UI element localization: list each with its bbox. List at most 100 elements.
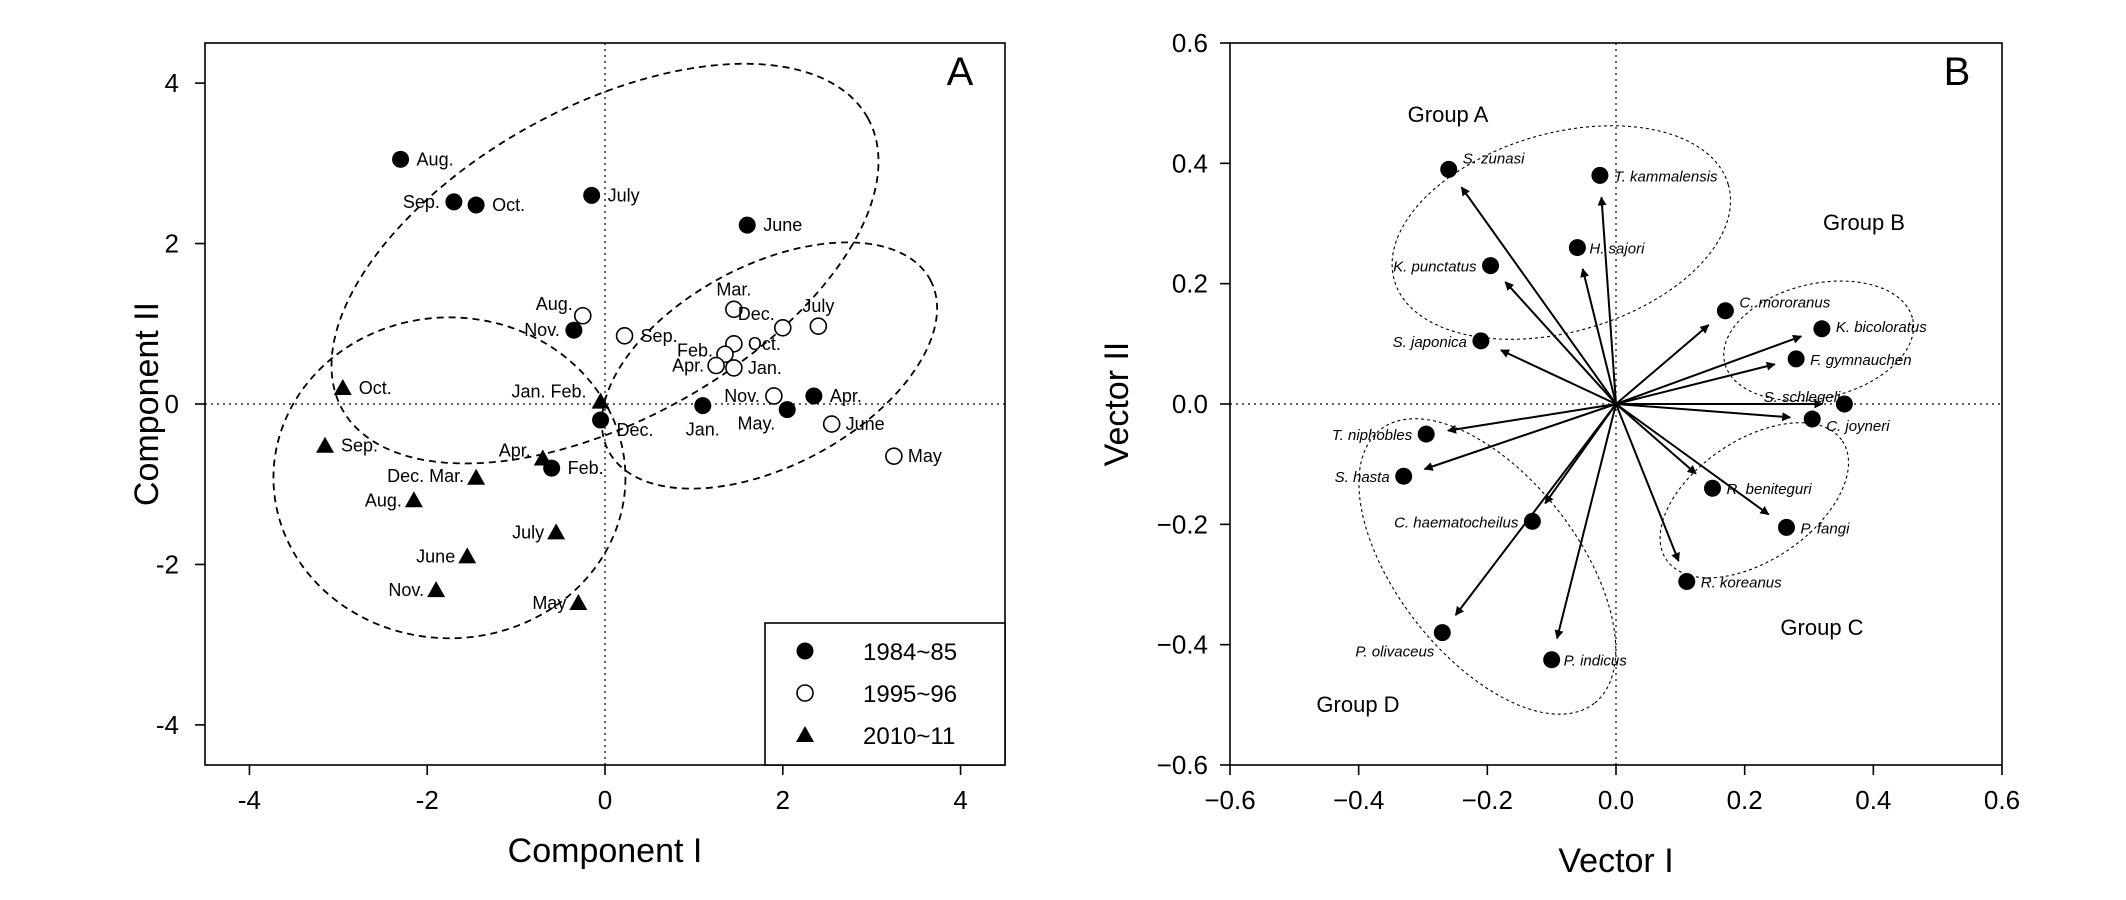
legend-label: 1995~96 [863, 681, 957, 708]
point-label: Nov. [724, 386, 760, 406]
point-label: Apr. [672, 355, 704, 375]
panel-b-group-ellipses [1358, 125, 1915, 715]
point-label: Apr. [830, 386, 862, 406]
data-point [547, 523, 566, 540]
point-label: June [846, 414, 885, 434]
group-label-group-d: Group D [1316, 692, 1399, 717]
data-point [592, 411, 610, 429]
vector-arrow [1615, 403, 1770, 516]
point-label: Dec. [738, 304, 775, 324]
panel-a-chart: -4 -2 0 2 4 -4 -2 0 2 4 Aug. Sep. Oct. July June Nov. D… [128, 42, 1006, 870]
data-point [805, 387, 823, 405]
point-label: Sep. [403, 192, 440, 212]
species-label: H. sajori [1589, 241, 1645, 258]
species-label: P. olivaceus [1355, 644, 1434, 661]
vector-arrow [1615, 403, 1680, 562]
data-point [583, 186, 601, 204]
panel-a-legend: 1984~85 1995~96 2010~11 [764, 622, 1006, 766]
legend-label: 1984~85 [863, 639, 957, 666]
panel-a-y-axis-title: Component II [128, 302, 166, 506]
point-label: Nov. [524, 320, 560, 340]
data-point [615, 327, 634, 345]
data-point [1395, 467, 1413, 485]
group-label-group-c: Group C [1780, 615, 1863, 640]
panel-b-letter: B [1944, 50, 1971, 94]
point-label: Feb. [568, 458, 604, 478]
group-ellipse-group-b [1723, 280, 1915, 402]
point-label: July [608, 185, 640, 205]
species-t-niphobles: T. niphobles [1332, 425, 1435, 444]
y-tick-label: -4 [156, 710, 179, 740]
species-label: S. zunasi [1463, 150, 1525, 167]
point-label: Apr. [499, 441, 531, 461]
data-point [573, 306, 592, 325]
x-tick-label: 2 [776, 785, 790, 815]
species-k-punctatus: K. punctatus [1393, 257, 1500, 276]
x-tick-label: 4 [953, 785, 967, 815]
species-label: T. kammalensis [1614, 168, 1718, 185]
species-label: S. schlegeli [1764, 389, 1841, 406]
point-label: Sep. [641, 326, 678, 346]
panel-b-vectors [1423, 186, 1824, 640]
cluster-ellipse-2010-11 [272, 316, 627, 640]
data-point [725, 300, 743, 319]
species-r-koreanus: R. koreanus [1678, 572, 1782, 591]
vector-arrow [1500, 349, 1617, 405]
vector-arrow [1504, 281, 1617, 405]
data-point [427, 581, 446, 598]
panel-b-chart: −0.6 −0.4 −0.2 0.0 0.2 0.4 0.6 −0.6 −0.4 −0.2 0.0 0… [1098, 28, 2020, 880]
data-point [1440, 160, 1458, 178]
panel-b-ticks: −0.6 −0.4 −0.2 0.0 0.2 0.4 0.6 −0.6 −0.4 −0.2 0.0 0… [1157, 28, 2020, 815]
x-tick-label: −0.2 [1462, 785, 1513, 815]
species-r-beniteguri: R. beniteguri [1704, 479, 1813, 498]
group-ellipse-group-a [1391, 125, 1732, 340]
y-tick-label: −0.4 [1157, 630, 1208, 660]
point-label: Jan. Feb. [512, 382, 587, 402]
point-label: Sep. [341, 436, 378, 456]
x-tick-label: 0 [598, 785, 612, 815]
data-point [591, 392, 610, 409]
y-tick-label: 0.0 [1172, 389, 1208, 419]
data-point [316, 436, 334, 453]
vector-arrow [1615, 361, 1776, 405]
x-tick-label: -4 [238, 785, 261, 815]
species-s-schlegeli: S. schlegeli [1764, 389, 1853, 413]
data-point [1523, 512, 1541, 530]
data-point [1482, 257, 1500, 275]
point-label: May [532, 593, 566, 613]
point-label: June [763, 215, 802, 235]
point-label: Nov. [388, 580, 424, 600]
species-label: F. gymnauchen [1810, 352, 1911, 369]
panel-b-x-axis-title: Vector I [1558, 842, 1673, 880]
species-label: S. japonica [1393, 334, 1467, 351]
data-point [1543, 651, 1561, 669]
vector-arrow [1615, 334, 1803, 405]
point-label: Dec. Mar. [387, 466, 464, 486]
point-label: Aug. [417, 149, 454, 169]
x-tick-label: −0.4 [1333, 785, 1384, 815]
data-point [822, 415, 841, 433]
data-point [1803, 410, 1821, 428]
species-label: C. joyneri [1826, 418, 1890, 435]
data-point [458, 547, 477, 564]
vector-arrow [1615, 403, 1792, 422]
panel-b-y-axis-title: Vector II [1098, 342, 1136, 467]
data-point [1678, 572, 1696, 590]
species-s-hasta: S. hasta [1335, 467, 1413, 486]
cluster-ellipse-1984-85 [330, 62, 880, 465]
data-point [445, 193, 463, 211]
group-label-group-b: Group B [1823, 210, 1905, 235]
point-label: Feb. [677, 340, 713, 360]
x-tick-label: −0.6 [1204, 785, 1255, 815]
data-point [725, 359, 743, 377]
species-label: C. mororanus [1739, 295, 1830, 312]
panel-a-letter: A [947, 50, 974, 94]
data-point [773, 318, 792, 337]
species-f-gymnauchen: F. gymnauchen [1787, 350, 1912, 369]
species-label: R. beniteguri [1727, 481, 1813, 498]
point-label: Jan. [748, 358, 782, 378]
species-k-bicoloratus: K. bicoloratus [1813, 319, 1927, 338]
vector-arrow [1447, 403, 1617, 434]
data-point [1716, 302, 1734, 320]
